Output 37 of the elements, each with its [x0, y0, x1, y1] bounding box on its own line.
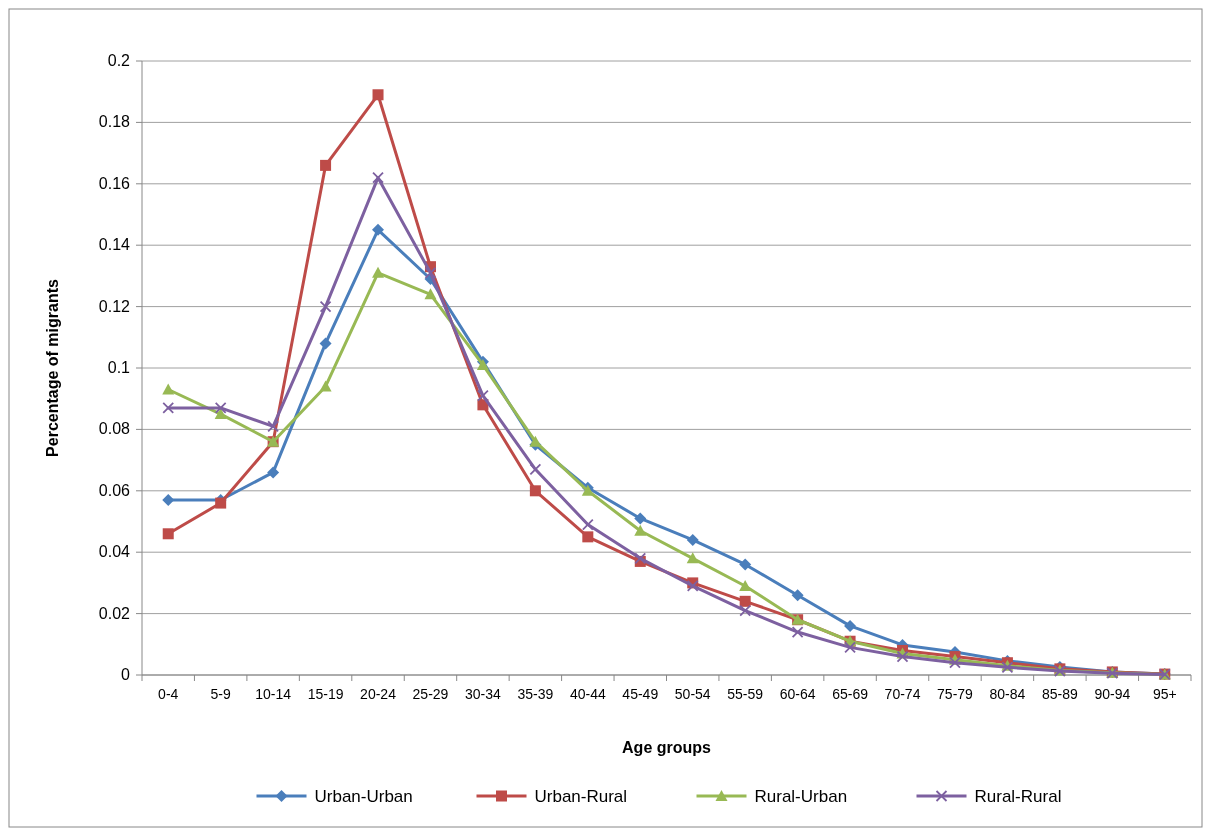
y-tick-label: 0.04: [98, 543, 131, 561]
legend-label: Rural-Urban: [754, 787, 848, 806]
y-tick-label: 0: [121, 666, 131, 683]
x-tick-label: 60-64: [779, 686, 816, 702]
x-tick-label: 0-4: [158, 686, 179, 702]
y-tick-label: 0.02: [98, 604, 131, 622]
y-tick-label: 0.12: [98, 297, 131, 315]
x-tick-label: 30-34: [465, 686, 502, 702]
y-tick-label: 0.06: [98, 481, 131, 499]
y-tick-label: 0.18: [98, 113, 131, 131]
y-tick-label: 0.2: [107, 52, 131, 69]
x-tick-label: 55-59: [727, 686, 764, 702]
x-tick-label: 90-94: [1094, 686, 1131, 702]
x-tick-label: 40-44: [569, 686, 606, 702]
x-axis-title: Age groups: [622, 739, 712, 756]
x-tick-label: 50-54: [674, 686, 711, 702]
legend-label: Urban-Rural: [534, 787, 628, 806]
x-tick-label: 25-29: [412, 686, 449, 702]
x-tick-label: 15-19: [307, 686, 344, 702]
x-tick-label: 10-14: [255, 686, 292, 702]
legend-label: Rural-Rural: [974, 787, 1062, 806]
x-tick-label: 95+: [1152, 686, 1177, 702]
x-tick-label: 45-49: [622, 686, 659, 702]
x-tick-label: 20-24: [360, 686, 397, 702]
y-tick-label: 0.08: [98, 420, 131, 438]
y-tick-label: 0.14: [98, 236, 131, 254]
y-axis-title: Percentage of migrants: [44, 278, 61, 457]
y-tick-label: 0.16: [98, 174, 131, 192]
x-tick-label: 35-39: [517, 686, 554, 702]
x-tick-label: 80-84: [989, 686, 1026, 702]
x-tick-label: 75-79: [937, 686, 974, 702]
x-tick-label: 85-89: [1041, 686, 1078, 702]
x-tick-label: 70-74: [884, 686, 921, 702]
x-tick-label: 5-9: [210, 686, 232, 702]
x-tick-label: 65-69: [832, 686, 869, 702]
legend-label: Urban-Urban: [314, 787, 413, 806]
y-tick-label: 0.1: [107, 359, 131, 376]
